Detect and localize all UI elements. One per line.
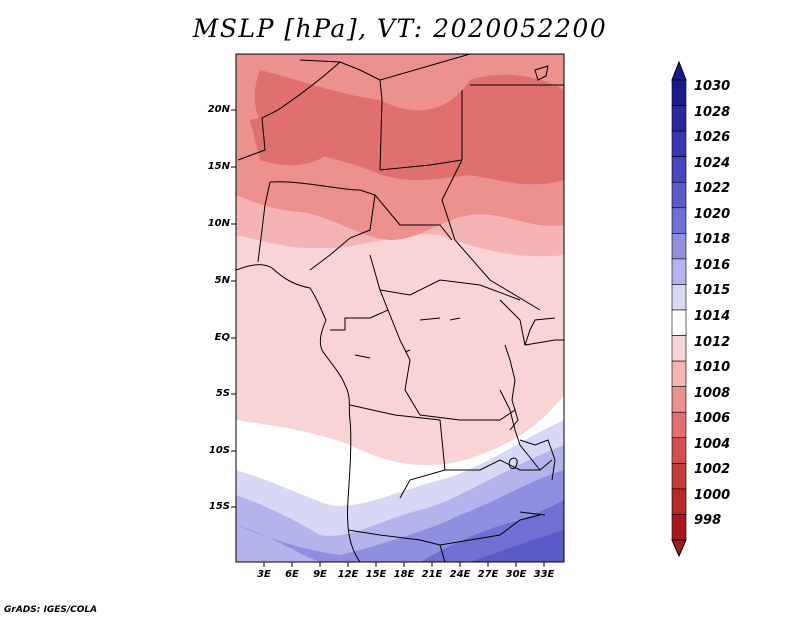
colorbar-segment bbox=[671, 335, 687, 362]
lon-label: 30E bbox=[505, 569, 527, 580]
colorbar-level-label: 1004 bbox=[694, 436, 731, 452]
colorbar bbox=[671, 60, 687, 558]
colorbar-segment bbox=[671, 514, 687, 541]
colorbar-segment bbox=[671, 386, 687, 413]
lon-label: 18E bbox=[393, 569, 415, 580]
lat-label: 10S bbox=[208, 445, 230, 456]
colorbar-level-label: 1018 bbox=[694, 232, 731, 248]
country-borders bbox=[236, 54, 564, 562]
colorbar-level-label: 1020 bbox=[694, 206, 731, 222]
colorbar-level-label: 1028 bbox=[694, 104, 731, 120]
colorbar-segment bbox=[671, 437, 687, 464]
colorbar-level-label: 1010 bbox=[694, 360, 731, 376]
colorbar-level-label: 1012 bbox=[694, 334, 731, 350]
colorbar-segment bbox=[671, 309, 687, 336]
colorbar-level-label: 1008 bbox=[694, 385, 731, 401]
lon-label: 33E bbox=[533, 569, 555, 580]
colorbar-segment bbox=[671, 360, 687, 387]
colorbar-segment bbox=[671, 463, 687, 490]
lon-label: 12E bbox=[337, 569, 359, 580]
lon-label: 27E bbox=[477, 569, 499, 580]
colorbar-segment bbox=[671, 284, 687, 311]
lat-label: 5S bbox=[215, 388, 230, 399]
lon-label: 24E bbox=[449, 569, 471, 580]
plot-frame bbox=[235, 53, 565, 563]
colorbar-level-label: 1015 bbox=[694, 283, 731, 299]
colorbar-segment bbox=[671, 411, 687, 439]
map-title: MSLP [hPa], VT: 2020052200 bbox=[192, 14, 608, 43]
colorbar-level-label: 1002 bbox=[694, 462, 731, 478]
lon-label: 3E bbox=[257, 569, 271, 580]
colorbar-segment bbox=[671, 488, 687, 515]
colorbar-segment bbox=[671, 130, 687, 157]
lat-label: 15S bbox=[208, 501, 230, 512]
colorbar-level-label: 1016 bbox=[694, 257, 731, 273]
colorbar-segment bbox=[671, 156, 687, 183]
colorbar-level-label: 1026 bbox=[694, 130, 731, 146]
lat-label: 20N bbox=[207, 104, 230, 115]
lat-label: 5N bbox=[214, 275, 230, 286]
lon-ticks bbox=[263, 562, 545, 567]
pressure-field bbox=[236, 54, 564, 562]
lat-label: 15N bbox=[207, 161, 230, 172]
colorbar-segment bbox=[671, 258, 687, 285]
lat-ticks bbox=[231, 109, 236, 508]
colorbar-level-label: 998 bbox=[694, 513, 722, 529]
colorbar-segment bbox=[671, 181, 687, 209]
colorbar-level-label: 1022 bbox=[694, 181, 731, 197]
lon-label: 15E bbox=[365, 569, 387, 580]
lon-label: 9E bbox=[313, 569, 327, 580]
colorbar-level-label: 1014 bbox=[694, 309, 731, 324]
lat-label: 10N bbox=[207, 218, 230, 229]
colorbar-level-label: 1024 bbox=[694, 155, 731, 171]
lon-label: 6E bbox=[285, 569, 299, 580]
colorbar-segment bbox=[671, 233, 687, 260]
colorbar-segment bbox=[671, 105, 687, 132]
colorbar-segment bbox=[671, 79, 687, 106]
colorbar-level-label: 1006 bbox=[694, 411, 731, 427]
colorbar-level-label: 1000 bbox=[694, 487, 731, 503]
colorbar-segment bbox=[671, 207, 687, 234]
lat-label: EQ bbox=[214, 332, 230, 343]
grads-credit: GrADS: IGES/COLA bbox=[4, 605, 98, 615]
lon-label: 21E bbox=[421, 569, 443, 580]
colorbar-bottom-arrow bbox=[671, 539, 687, 558]
colorbar-level-label: 1030 bbox=[694, 79, 731, 94]
colorbar-top-arrow bbox=[671, 60, 687, 81]
